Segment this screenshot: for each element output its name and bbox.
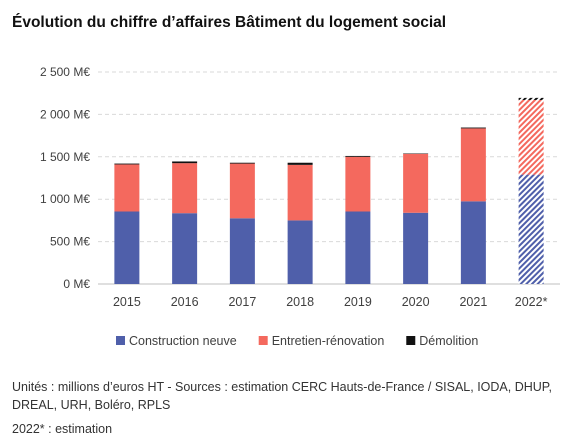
estimate-note: 2022* : estimation xyxy=(12,422,113,436)
bar-segment xyxy=(172,163,198,214)
y-tick-label: 2 500 M€ xyxy=(40,65,90,79)
x-tick-label: 2019 xyxy=(344,295,372,309)
chart-title: Évolution du chiffre d’affaires Bâtiment… xyxy=(12,14,447,31)
bar-segment xyxy=(287,164,313,221)
bar-segment xyxy=(345,155,371,157)
x-tick-label: 2015 xyxy=(113,295,141,309)
legend-item: Entretien-rénovation xyxy=(258,334,385,348)
legend-item: Démolition xyxy=(406,334,478,348)
bar-segment xyxy=(345,156,371,212)
y-tick-label: 0 M€ xyxy=(63,277,90,291)
bar-segment xyxy=(114,163,140,165)
source-note: Unités : millions d’euros HT - Sources :… xyxy=(12,380,552,412)
legend-swatch xyxy=(406,336,416,345)
bar-segment xyxy=(518,99,544,175)
bar-segment xyxy=(172,161,198,164)
legend: Construction neuve Entretien-rénovation Dé… xyxy=(116,334,478,348)
y-tick-label: 2 000 M€ xyxy=(40,107,90,121)
legend-label: Entretien-rénovation xyxy=(272,334,385,348)
bar-segment xyxy=(229,163,255,219)
legend-swatch xyxy=(258,336,268,345)
stacked-bar-chart: 0 M€ 500 M€ 1 000 M€ 1 500 M€ 2 000 M€ 2 500 … xyxy=(40,65,560,348)
bar-segment xyxy=(460,128,486,202)
x-tick-label: 2022* xyxy=(515,295,548,309)
legend-label: Démolition xyxy=(419,334,478,348)
y-tick-label: 1 000 M€ xyxy=(40,192,90,206)
x-tick-label: 2018 xyxy=(286,295,314,309)
bar-segment xyxy=(403,153,429,213)
bars xyxy=(114,97,544,284)
gridlines xyxy=(98,71,560,285)
legend-label: Construction neuve xyxy=(129,334,237,348)
bar-segment xyxy=(460,127,486,129)
bar-segment xyxy=(518,174,544,284)
x-axis-ticks: 2015 2016 2017 2018 2019 2020 2021 2022* xyxy=(113,295,548,309)
bar-segment xyxy=(518,97,544,100)
y-tick-label: 1 500 M€ xyxy=(40,150,90,164)
bar-segment xyxy=(460,201,486,284)
bar-segment xyxy=(287,162,313,165)
x-tick-label: 2017 xyxy=(228,295,256,309)
x-tick-label: 2016 xyxy=(171,295,199,309)
y-tick-label: 500 M€ xyxy=(50,235,90,249)
bar-segment xyxy=(172,213,198,284)
x-tick-label: 2021 xyxy=(459,295,487,309)
bar-segment xyxy=(229,218,255,284)
legend-item: Construction neuve xyxy=(116,334,237,348)
bar-segment xyxy=(345,211,371,284)
y-axis-ticks: 0 M€ 500 M€ 1 000 M€ 1 500 M€ 2 000 M€ 2 500 … xyxy=(40,65,90,291)
bar-segment xyxy=(287,220,313,284)
bar-segment xyxy=(114,211,140,284)
bar-segment xyxy=(114,164,140,212)
bar-segment xyxy=(403,212,429,284)
bar-segment xyxy=(229,162,255,164)
legend-swatch xyxy=(116,336,125,345)
x-tick-label: 2020 xyxy=(402,295,430,309)
